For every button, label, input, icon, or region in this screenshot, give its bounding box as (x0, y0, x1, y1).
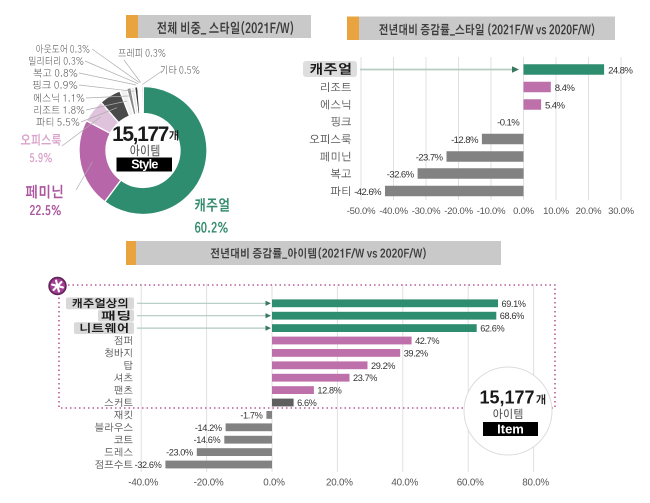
svg-text:-50.0%: -50.0% (347, 206, 376, 217)
svg-text:-40.0%: -40.0% (379, 206, 408, 217)
svg-text:60.0%: 60.0% (457, 478, 484, 489)
svg-text:62.6%: 62.6% (480, 324, 504, 334)
svg-text:69.1%: 69.1% (502, 299, 526, 309)
svg-text:-20.0%: -20.0% (194, 478, 224, 489)
svg-text:40.0%: 40.0% (391, 478, 418, 489)
svg-text:0.0%: 0.0% (263, 478, 285, 489)
svg-text:-14.2%: -14.2% (195, 423, 222, 433)
svg-text:-12.8%: -12.8% (451, 135, 479, 146)
svg-text:-30.0%: -30.0% (412, 206, 441, 217)
svg-text:20.0%: 20.0% (326, 478, 353, 489)
svg-text:5.4%: 5.4% (545, 100, 566, 111)
svg-text:-14.6%: -14.6% (194, 435, 221, 445)
svg-text:68.6%: 68.6% (500, 311, 524, 321)
svg-text:-0.1%: -0.1% (497, 117, 520, 128)
svg-text:Item: Item (497, 421, 524, 436)
svg-text:15,177: 15,177 (479, 388, 534, 408)
svg-text:24.8%: 24.8% (608, 65, 633, 76)
svg-text:-32.6%: -32.6% (135, 460, 162, 470)
svg-text:8.4%: 8.4% (555, 83, 576, 94)
svg-text:39.2%: 39.2% (404, 348, 428, 358)
svg-text:20.0%: 20.0% (576, 206, 602, 217)
svg-text:-23.0%: -23.0% (166, 448, 193, 458)
svg-text:42.7%: 42.7% (415, 336, 439, 346)
svg-text:-40.0%: -40.0% (128, 478, 158, 489)
svg-text:0.0%: 0.0% (513, 206, 534, 217)
svg-text:12.8%: 12.8% (317, 386, 341, 396)
svg-text:6.6%: 6.6% (297, 398, 317, 408)
svg-text:80.0%: 80.0% (522, 478, 549, 489)
svg-text:-10.0%: -10.0% (477, 206, 506, 217)
svg-text:Style: Style (131, 158, 158, 172)
svg-text:30.0%: 30.0% (608, 206, 634, 217)
svg-text:-23.7%: -23.7% (416, 152, 444, 163)
svg-text:-20.0%: -20.0% (444, 206, 473, 217)
svg-text:-1.7%: -1.7% (240, 410, 262, 420)
svg-text:15,177: 15,177 (112, 123, 169, 146)
svg-text:29.2%: 29.2% (371, 361, 395, 371)
svg-text:23.7%: 23.7% (353, 373, 377, 383)
svg-text:10.0%: 10.0% (543, 206, 569, 217)
svg-text:-42.6%: -42.6% (354, 187, 382, 198)
svg-text:-32.6%: -32.6% (387, 169, 415, 180)
